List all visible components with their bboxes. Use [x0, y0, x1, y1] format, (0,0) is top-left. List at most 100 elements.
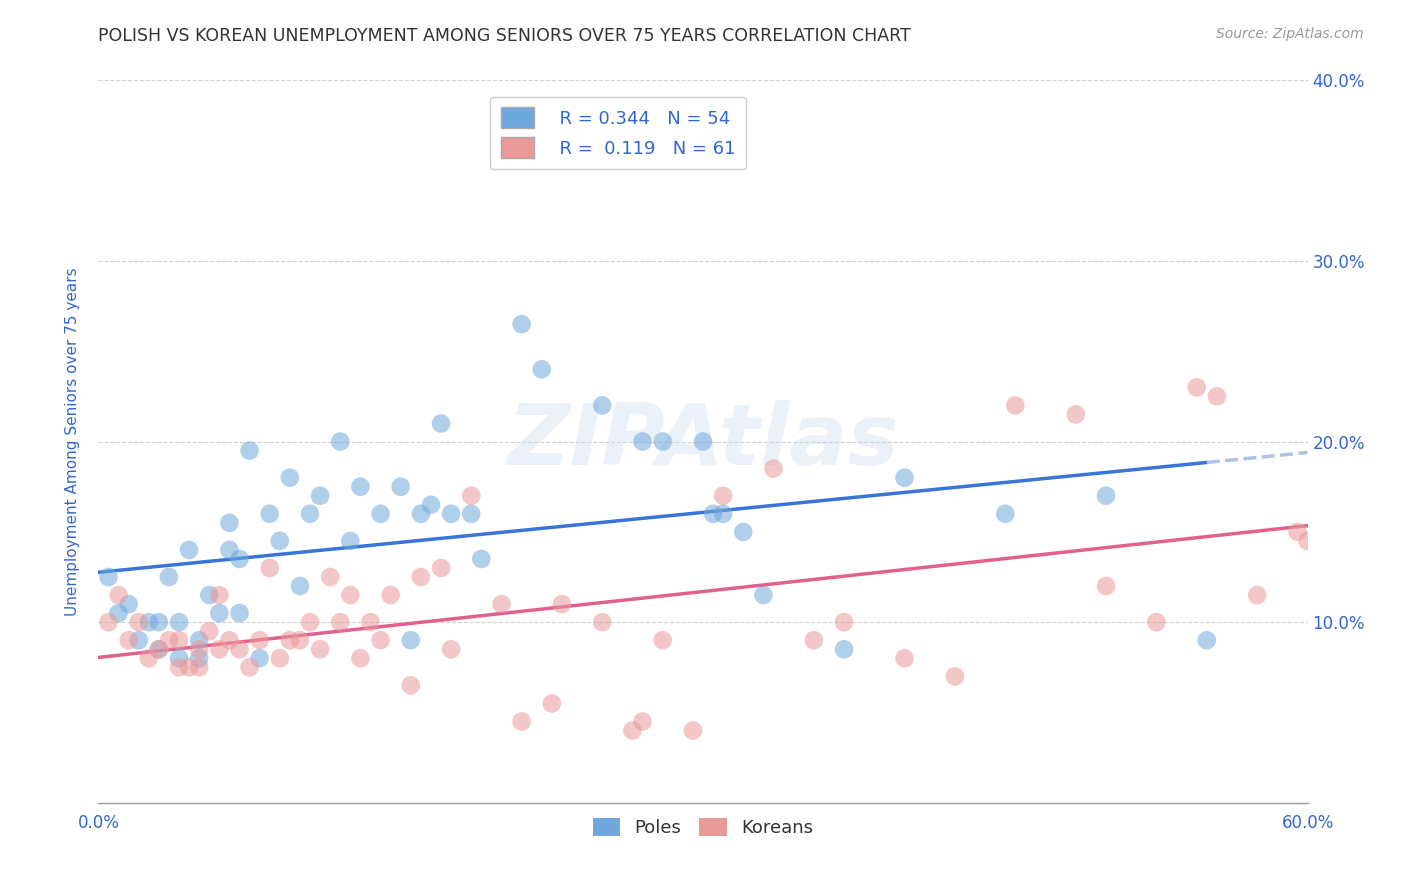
- Point: [752, 588, 775, 602]
- Point: [218, 633, 240, 648]
- Point: [409, 570, 432, 584]
- Point: [118, 633, 141, 648]
- Point: [440, 507, 463, 521]
- Point: [1206, 389, 1229, 403]
- Point: [399, 678, 422, 692]
- Point: [370, 633, 392, 648]
- Point: [269, 651, 291, 665]
- Point: [188, 633, 211, 648]
- Point: [288, 633, 311, 648]
- Point: [491, 597, 513, 611]
- Point: [1246, 588, 1268, 602]
- Point: [399, 633, 422, 648]
- Point: [540, 697, 562, 711]
- Point: [510, 714, 533, 729]
- Point: [208, 642, 231, 657]
- Point: [339, 588, 361, 602]
- Text: ZIPAtlas: ZIPAtlas: [508, 400, 898, 483]
- Point: [692, 434, 714, 449]
- Point: [651, 633, 673, 648]
- Point: [1064, 408, 1087, 422]
- Point: [339, 533, 361, 548]
- Point: [682, 723, 704, 738]
- Point: [702, 507, 724, 521]
- Point: [148, 615, 170, 630]
- Point: [288, 579, 311, 593]
- Point: [370, 507, 392, 521]
- Point: [107, 588, 129, 602]
- Point: [157, 570, 180, 584]
- Point: [218, 542, 240, 557]
- Point: [430, 561, 453, 575]
- Point: [148, 642, 170, 657]
- Point: [1195, 633, 1218, 648]
- Point: [530, 362, 553, 376]
- Point: [460, 489, 482, 503]
- Point: [360, 615, 382, 630]
- Point: [551, 597, 574, 611]
- Point: [228, 606, 250, 620]
- Point: [157, 633, 180, 648]
- Point: [420, 498, 443, 512]
- Point: [409, 507, 432, 521]
- Point: [167, 660, 190, 674]
- Point: [319, 570, 342, 584]
- Point: [621, 723, 644, 738]
- Point: [259, 561, 281, 575]
- Point: [249, 651, 271, 665]
- Point: [188, 642, 211, 657]
- Point: [329, 615, 352, 630]
- Point: [893, 651, 915, 665]
- Point: [1095, 579, 1118, 593]
- Point: [179, 542, 201, 557]
- Point: [138, 651, 160, 665]
- Point: [591, 615, 613, 630]
- Point: [138, 615, 160, 630]
- Point: [803, 633, 825, 648]
- Point: [148, 642, 170, 657]
- Point: [1286, 524, 1309, 539]
- Text: POLISH VS KOREAN UNEMPLOYMENT AMONG SENIORS OVER 75 YEARS CORRELATION CHART: POLISH VS KOREAN UNEMPLOYMENT AMONG SENI…: [98, 27, 911, 45]
- Point: [128, 615, 150, 630]
- Y-axis label: Unemployment Among Seniors over 75 years: Unemployment Among Seniors over 75 years: [65, 268, 80, 615]
- Point: [1004, 398, 1026, 412]
- Point: [208, 588, 231, 602]
- Point: [631, 434, 654, 449]
- Point: [167, 615, 190, 630]
- Point: [893, 471, 915, 485]
- Point: [269, 533, 291, 548]
- Point: [651, 434, 673, 449]
- Point: [832, 642, 855, 657]
- Legend: Poles, Koreans: Poles, Koreans: [586, 811, 820, 845]
- Point: [711, 507, 734, 521]
- Point: [380, 588, 402, 602]
- Point: [167, 633, 190, 648]
- Point: [309, 642, 332, 657]
- Point: [118, 597, 141, 611]
- Point: [943, 669, 966, 683]
- Point: [278, 633, 301, 648]
- Point: [128, 633, 150, 648]
- Point: [510, 317, 533, 331]
- Point: [97, 615, 120, 630]
- Point: [1296, 533, 1319, 548]
- Point: [97, 570, 120, 584]
- Point: [278, 471, 301, 485]
- Text: Source: ZipAtlas.com: Source: ZipAtlas.com: [1216, 27, 1364, 41]
- Point: [188, 651, 211, 665]
- Point: [299, 615, 322, 630]
- Point: [167, 651, 190, 665]
- Point: [1185, 380, 1208, 394]
- Point: [239, 443, 262, 458]
- Point: [198, 588, 221, 602]
- Point: [249, 633, 271, 648]
- Point: [107, 606, 129, 620]
- Point: [631, 714, 654, 729]
- Point: [309, 489, 332, 503]
- Point: [299, 507, 322, 521]
- Point: [208, 606, 231, 620]
- Point: [591, 398, 613, 412]
- Point: [994, 507, 1017, 521]
- Point: [430, 417, 453, 431]
- Point: [460, 507, 482, 521]
